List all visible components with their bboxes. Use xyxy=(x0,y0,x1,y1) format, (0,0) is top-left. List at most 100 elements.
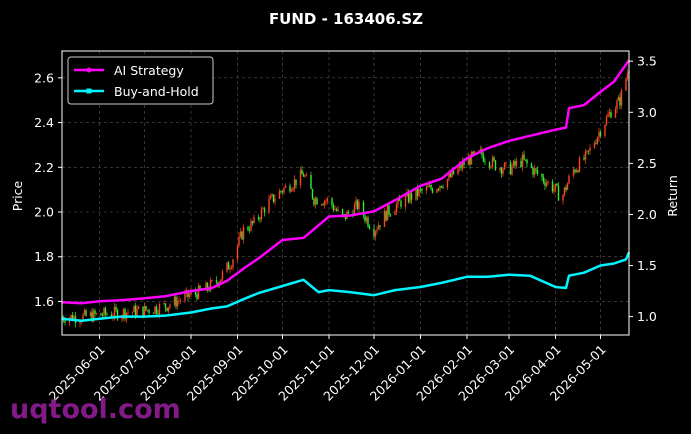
candle-body xyxy=(262,208,264,210)
candle-body xyxy=(545,183,548,186)
candle-body xyxy=(70,314,72,319)
y-right-tick-label: 3.0 xyxy=(637,105,657,120)
candle-body xyxy=(206,282,209,290)
candle-body xyxy=(437,189,440,190)
candle-body xyxy=(604,124,606,136)
candle-body xyxy=(136,308,138,316)
candle-body xyxy=(467,157,470,165)
candle-body xyxy=(239,231,242,237)
candle-body xyxy=(385,211,387,221)
candle-body xyxy=(376,229,378,232)
candle-body xyxy=(574,169,576,173)
candle-body xyxy=(211,280,213,282)
candle-body xyxy=(461,161,464,169)
candle-body xyxy=(386,205,389,221)
candle-body xyxy=(113,306,116,317)
candle-body xyxy=(176,300,179,307)
candle-body xyxy=(175,296,177,307)
candle-body xyxy=(353,205,356,216)
candle-body xyxy=(595,143,597,145)
candle-body xyxy=(89,312,92,316)
candle-body xyxy=(274,198,276,202)
candle-body xyxy=(572,169,575,176)
candle-body xyxy=(292,188,294,191)
candle-body xyxy=(199,285,201,290)
y-axis-right: 1.0 1.5 2.0 2.5 3.0 3.5 xyxy=(629,54,657,324)
candle-body xyxy=(178,300,180,302)
candle-body xyxy=(230,267,233,269)
candle-body xyxy=(502,169,504,174)
candle-body xyxy=(599,132,602,136)
candle-body xyxy=(542,177,545,182)
candle-body xyxy=(64,320,66,323)
candle-body xyxy=(169,304,171,308)
candle-body xyxy=(614,109,617,118)
candle-body xyxy=(619,96,621,106)
candle-body xyxy=(509,162,512,175)
candle-body xyxy=(248,230,251,231)
candle-body xyxy=(533,168,536,175)
candle-body xyxy=(541,173,543,178)
candle-body xyxy=(325,200,327,202)
candle-body xyxy=(85,310,87,316)
candle-body xyxy=(332,205,335,211)
candle-body xyxy=(427,186,429,188)
candle-body xyxy=(404,195,407,207)
candle-body xyxy=(164,303,167,308)
candle-body xyxy=(491,157,494,167)
candle-body xyxy=(157,313,159,315)
candle-body xyxy=(398,198,401,201)
candle-body xyxy=(268,199,270,213)
candle-body xyxy=(512,160,515,167)
candle-body xyxy=(133,306,135,312)
candle-body xyxy=(578,157,581,172)
candle-body xyxy=(526,159,528,164)
series-lines xyxy=(61,59,631,322)
candle-body xyxy=(316,198,318,205)
candle-body xyxy=(400,200,402,207)
candle-body xyxy=(586,150,588,152)
candle-body xyxy=(226,262,228,272)
candle-body xyxy=(289,185,291,192)
candle-body xyxy=(469,157,471,165)
candle-body xyxy=(221,271,224,280)
candle-body xyxy=(91,312,93,322)
candle-body xyxy=(79,322,81,324)
candle-body xyxy=(583,157,585,160)
y-left-tick-label: 2.6 xyxy=(34,70,54,85)
candle-body xyxy=(388,205,390,215)
candle-body xyxy=(215,280,218,283)
candle-body xyxy=(229,268,231,270)
candle-body xyxy=(155,306,158,314)
candle-body xyxy=(494,160,497,171)
y-left-tick-label: 2.0 xyxy=(34,205,54,220)
candle-body xyxy=(608,112,611,115)
candle-body xyxy=(269,196,272,200)
candle-body xyxy=(190,291,192,295)
candle-body xyxy=(458,164,461,168)
candle-body xyxy=(490,166,492,168)
candle-body xyxy=(493,157,495,161)
candle-body xyxy=(95,313,98,315)
candle-body xyxy=(103,308,105,316)
candle-body xyxy=(188,294,191,297)
candle-body xyxy=(521,154,524,167)
candle-body xyxy=(478,150,480,152)
candle-body xyxy=(271,194,273,197)
candle-body xyxy=(430,185,432,189)
candle-body xyxy=(101,315,104,317)
candle-body xyxy=(295,179,297,186)
candle-body xyxy=(232,259,234,268)
candle-body xyxy=(500,167,503,174)
candle-body xyxy=(142,306,144,317)
candle-body xyxy=(503,163,506,170)
candle-body xyxy=(283,187,285,193)
candle-body xyxy=(337,208,339,211)
candle-body xyxy=(554,183,557,189)
y-axis-left-label: Price xyxy=(10,180,25,211)
candle-body xyxy=(472,151,474,154)
candle-body xyxy=(605,116,608,125)
candle-body xyxy=(197,285,200,299)
candle-body xyxy=(367,217,369,227)
candle-body xyxy=(322,204,324,206)
